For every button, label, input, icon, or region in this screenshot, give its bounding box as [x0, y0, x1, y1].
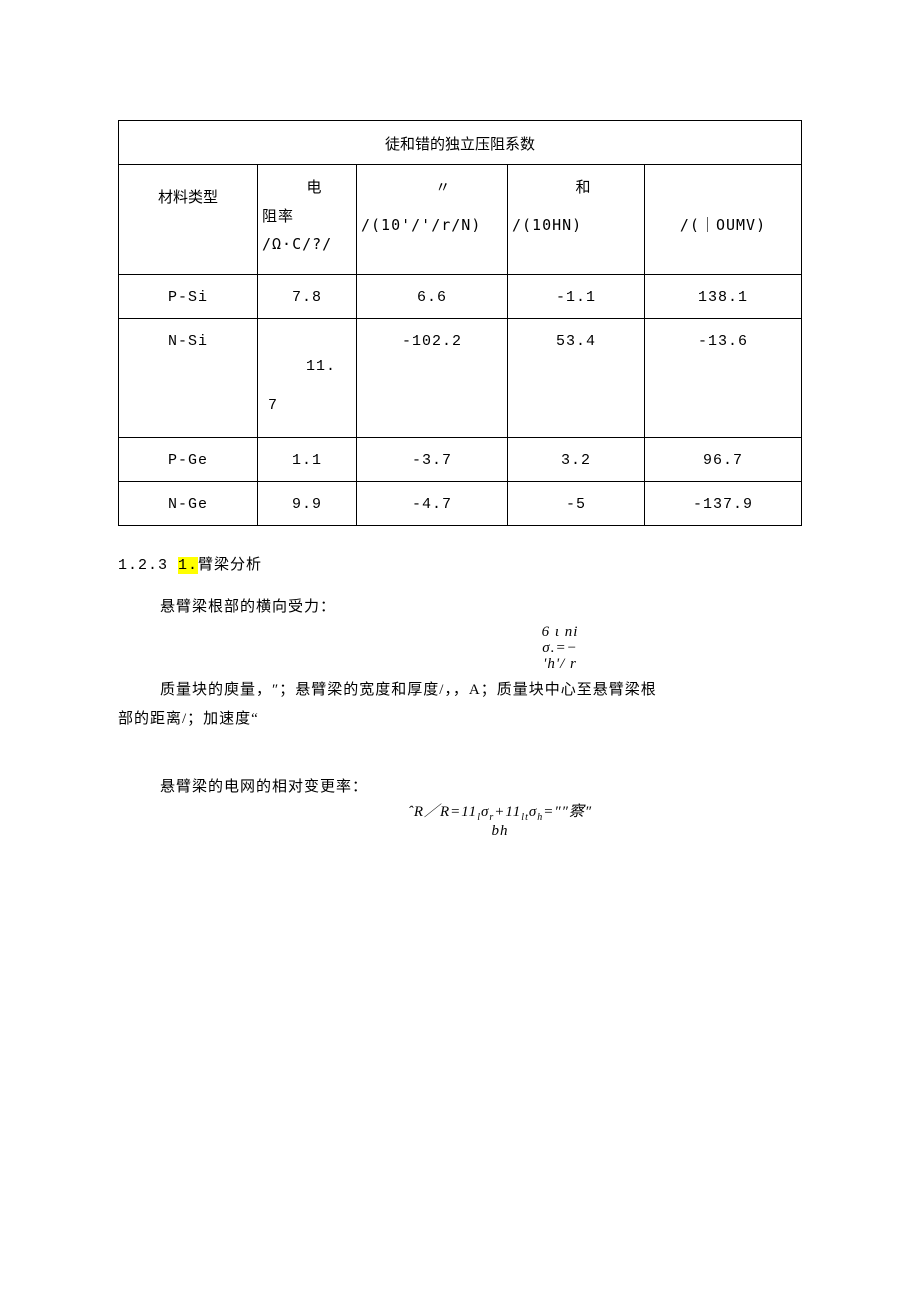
hdr-c1-l2: 阻率 [262, 202, 352, 231]
cell-c2: -4.7 [357, 481, 508, 525]
f2a: ˆR／R=11 [408, 804, 477, 820]
header-col4: /(｜OUMV) [645, 165, 802, 275]
table-caption: 徒和错的独立压阻系数 [119, 121, 802, 165]
f2g: =″″察″ [543, 804, 592, 820]
cell-resistivity-inner: 11. 7 [258, 333, 356, 437]
header-col3: 和 /(10HN) [508, 165, 645, 275]
cell-material: P-Ge [119, 437, 258, 481]
cell-c1-bot: 7 [268, 386, 356, 425]
cell-c3: 53.4 [508, 318, 645, 437]
header-resistivity-inner: 电 阻率 /Ω·C/?/ [258, 165, 356, 265]
hdr-c3-l1: 和 [512, 173, 640, 202]
hdr-c1-l1: 电 [262, 173, 352, 202]
formula-1-line1: 6 ι ni [318, 625, 802, 641]
header-material-label: 材料类型 [119, 165, 257, 218]
formula-1-line3: 'h'/ r [318, 657, 802, 673]
formula-2-line2: bh [198, 823, 802, 840]
header-material: 材料类型 [119, 165, 258, 275]
section-highlight: 1. [178, 557, 198, 574]
cell-c3: -5 [508, 481, 645, 525]
header-col3-inner: 和 /(10HN) [508, 165, 644, 274]
formula-1-line2: σ.=− [318, 641, 802, 657]
table-row: P-Si 7.8 6.6 -1.1 138.1 [119, 274, 802, 318]
table-header-row: 材料类型 电 阻率 /Ω·C/?/ 〃 /(10'/'/r/N) 和 [119, 165, 802, 275]
f2-sub-lt: lt [521, 812, 529, 823]
cell-c2: -102.2 [357, 318, 508, 437]
table-row: N-Si 11. 7 -102.2 53.4 -13.6 [119, 318, 802, 437]
table-caption-row: 徒和错的独立压阻系数 [119, 121, 802, 165]
cell-resistivity: 9.9 [258, 481, 357, 525]
formula-2-line1: ˆR／R=11lσr+11ltσh=″″察″ [198, 804, 802, 823]
cell-resistivity: 7.8 [258, 274, 357, 318]
cell-c3: -1.1 [508, 274, 645, 318]
header-col2: 〃 /(10'/'/r/N) [357, 165, 508, 275]
coefficients-table: 徒和错的独立压阻系数 材料类型 电 阻率 /Ω·C/?/ 〃 /(10'/'/r… [118, 120, 802, 526]
paragraph: 悬臂梁的电网的相对变更率： [118, 773, 802, 802]
cell-c4: -13.6 [645, 318, 802, 437]
cell-c4: 138.1 [645, 274, 802, 318]
section-number-prefix: 1.2.3 [118, 557, 178, 574]
hdr-c3-l2: /(10HN) [512, 211, 640, 240]
section-title: 臂梁分析 [198, 557, 262, 573]
cell-resistivity: 11. 7 [258, 318, 357, 437]
table-row: P-Ge 1.1 -3.7 3.2 96.7 [119, 437, 802, 481]
header-col4-inner: /(｜OUMV) [645, 165, 801, 274]
hdr-c2-l1: 〃 [361, 173, 503, 202]
header-resistivity: 电 阻率 /Ω·C/?/ [258, 165, 357, 275]
section-heading: 1.2.3 1.臂梁分析 [118, 552, 802, 579]
cell-c1-top: 11. [268, 347, 356, 386]
f2d: +11 [494, 804, 521, 820]
cell-material: N-Ge [119, 481, 258, 525]
page-content: 徒和错的独立压阻系数 材料类型 电 阻率 /Ω·C/?/ 〃 /(10'/'/r… [0, 0, 920, 899]
cell-material: P-Si [119, 274, 258, 318]
paragraph: 悬臂梁根部的横向受力： [118, 593, 802, 622]
header-col2-inner: 〃 /(10'/'/r/N) [357, 165, 507, 274]
cell-c2: -3.7 [357, 437, 508, 481]
hdr-c2-l2: /(10'/'/r/N) [361, 211, 503, 240]
cell-material: N-Si [119, 318, 258, 437]
table-row: N-Ge 9.9 -4.7 -5 -137.9 [119, 481, 802, 525]
f2e: σ [529, 804, 537, 820]
cell-c4: 96.7 [645, 437, 802, 481]
cell-resistivity: 1.1 [258, 437, 357, 481]
hdr-c1-l3: /Ω·C/?/ [262, 230, 352, 259]
cell-c3: 3.2 [508, 437, 645, 481]
formula-1: 6 ι ni σ.=− 'h'/ r [318, 625, 802, 672]
paragraph: 质量块的庾量，″；悬臂梁的宽度和厚度/，，A；质量块中心至悬臂梁根 [118, 676, 802, 705]
formula-2: ˆR／R=11lσr+11ltσh=″″察″ bh [198, 804, 802, 840]
cell-c2: 6.6 [357, 274, 508, 318]
paragraph-continuation: 部的距离/；加速度“ [118, 705, 802, 734]
cell-c4: -137.9 [645, 481, 802, 525]
hdr-c4-l2: /(｜OUMV) [649, 211, 797, 240]
